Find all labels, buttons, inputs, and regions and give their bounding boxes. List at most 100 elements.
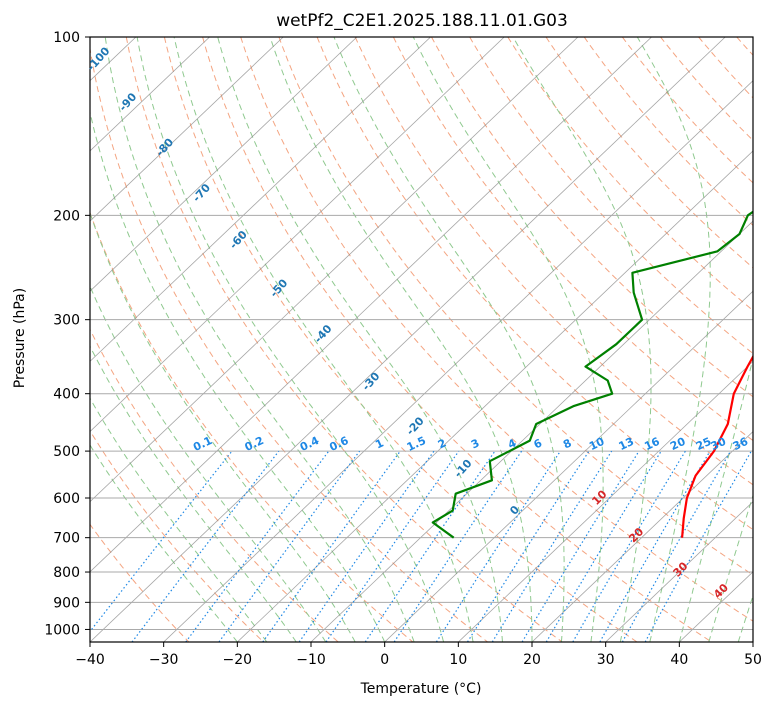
mixing-ratio-line bbox=[262, 450, 401, 642]
dry-adiabat-label: -50 bbox=[267, 276, 290, 300]
y-tick-label: 300 bbox=[53, 313, 80, 329]
x-tick-label: 30 bbox=[597, 652, 615, 668]
moist-adiabat-line bbox=[90, 211, 356, 642]
mixing-ratio-line bbox=[298, 450, 435, 642]
isotherm-line bbox=[163, 80, 753, 642]
moist-adiabat-line bbox=[217, 37, 503, 642]
mixing-ratio-label: 25 bbox=[694, 435, 713, 453]
dry-adiabat-line bbox=[90, 211, 414, 642]
isotherm-line bbox=[679, 571, 753, 642]
mixing-ratio-label: 16 bbox=[642, 435, 662, 453]
dry-adiabat-line bbox=[736, 37, 753, 56]
mixing-ratio-label: 3 bbox=[469, 436, 481, 451]
dry-adiabat-line bbox=[90, 523, 190, 642]
mixing-ratio-line bbox=[218, 450, 361, 642]
isotherm-line bbox=[0, 37, 62, 642]
isotherm-line bbox=[90, 37, 505, 433]
moist-adiabat-line bbox=[90, 345, 297, 642]
mixing-ratio-line bbox=[621, 450, 732, 642]
y-tick-label: 500 bbox=[53, 444, 80, 460]
dry-adiabat-line bbox=[90, 328, 339, 642]
mixing-ratio-label: 30 bbox=[709, 435, 729, 453]
dry-adiabat-line bbox=[125, 37, 563, 642]
dry-adiabat-line bbox=[202, 37, 712, 642]
x-axis-label: Temperature (°C) bbox=[360, 681, 482, 697]
moist-adiabat-line bbox=[269, 37, 533, 642]
dry-adiabat-line bbox=[660, 37, 753, 142]
isotherm-line bbox=[90, 37, 431, 362]
dry-adiabat-line bbox=[507, 37, 753, 312]
moist-adiabat-line bbox=[636, 37, 711, 642]
moist-adiabat-label: 30 bbox=[671, 559, 691, 579]
mixing-ratio-line bbox=[325, 450, 460, 642]
mixing-ratio-label: 1 bbox=[373, 436, 385, 451]
isotherm-line bbox=[90, 37, 726, 642]
mixing-ratio-line bbox=[521, 450, 640, 642]
mixing-ratio-line bbox=[364, 450, 496, 642]
moist-adiabat-line bbox=[90, 397, 268, 642]
moist-adiabat-line bbox=[136, 37, 445, 642]
x-tick-label: 40 bbox=[670, 652, 688, 668]
x-tick-label: 10 bbox=[449, 652, 467, 668]
dry-adiabat-line bbox=[621, 37, 753, 184]
isotherm-line bbox=[458, 360, 753, 642]
chart-title: wetPf2_C2E1.2025.188.11.01.G03 bbox=[276, 11, 568, 31]
dry-adiabat-line bbox=[698, 37, 753, 99]
moist-adiabat-line bbox=[90, 285, 327, 642]
y-tick-label: 600 bbox=[53, 491, 80, 507]
isotherm-line bbox=[90, 37, 652, 573]
mixing-ratio-label: 6 bbox=[532, 436, 545, 451]
dewpoint-profile-line bbox=[431, 210, 753, 539]
moist-adiabat-line bbox=[412, 37, 604, 642]
x-tick-label: 50 bbox=[744, 652, 762, 668]
dry-adiabat-line bbox=[354, 37, 753, 486]
dry-adiabat-line bbox=[240, 37, 753, 622]
mixing-ratio-label: 36 bbox=[731, 435, 751, 453]
mixing-ratio-label: 4 bbox=[506, 436, 519, 451]
mixing-ratio-line bbox=[90, 450, 233, 633]
plot-area bbox=[0, 37, 753, 642]
dry-adiabat-line bbox=[583, 37, 753, 226]
moist-adiabat-line bbox=[708, 493, 753, 642]
y-tick-label: 900 bbox=[53, 595, 80, 611]
isotherm-line bbox=[531, 430, 753, 642]
moist-adiabat-line bbox=[737, 594, 753, 642]
dry-adiabat-label: 0 bbox=[507, 503, 522, 518]
dry-adiabat-line bbox=[163, 37, 638, 642]
temperature-profile-line bbox=[681, 354, 753, 538]
moist-adiabat-line bbox=[512, 37, 652, 642]
y-tick-label: 400 bbox=[53, 387, 80, 403]
dry-adiabat-line bbox=[431, 37, 753, 398]
y-tick-label: 700 bbox=[53, 531, 80, 547]
dry-adiabat-label: -70 bbox=[190, 181, 213, 205]
dry-adiabat-line bbox=[316, 37, 753, 531]
moist-adiabat-line bbox=[678, 355, 753, 642]
dry-adiabat-label: -10 bbox=[452, 457, 475, 481]
isotherm-line bbox=[90, 37, 579, 503]
mixing-ratio-line bbox=[435, 450, 561, 642]
moist-adiabat-label: 40 bbox=[711, 581, 731, 601]
mixing-ratio-line bbox=[185, 450, 330, 642]
mixing-ratio-label: 10 bbox=[587, 435, 607, 453]
y-tick-label: 200 bbox=[53, 208, 80, 224]
y-tick-label: 800 bbox=[53, 565, 80, 581]
isotherm-line bbox=[605, 501, 753, 642]
mixing-ratio-line bbox=[393, 450, 523, 642]
dry-adiabat-line bbox=[90, 45, 488, 642]
mixing-ratio-label: 13 bbox=[617, 435, 636, 453]
dry-adiabat-line bbox=[90, 429, 264, 642]
dry-adiabat-label: -80 bbox=[153, 135, 176, 159]
moist-adiabat-line bbox=[333, 37, 565, 642]
dry-adiabat-label: -30 bbox=[360, 370, 383, 394]
moist-adiabat-line bbox=[90, 109, 386, 642]
y-tick-label: 1000 bbox=[44, 622, 80, 638]
y-tick-label: 100 bbox=[53, 30, 80, 46]
plot-frame bbox=[89, 36, 754, 643]
x-tick-label: −10 bbox=[296, 652, 326, 668]
x-tick-label: 20 bbox=[523, 652, 541, 668]
dry-adiabat-line bbox=[469, 37, 753, 355]
moist-adiabat-line bbox=[173, 37, 474, 642]
x-tick-label: 0 bbox=[380, 652, 389, 668]
